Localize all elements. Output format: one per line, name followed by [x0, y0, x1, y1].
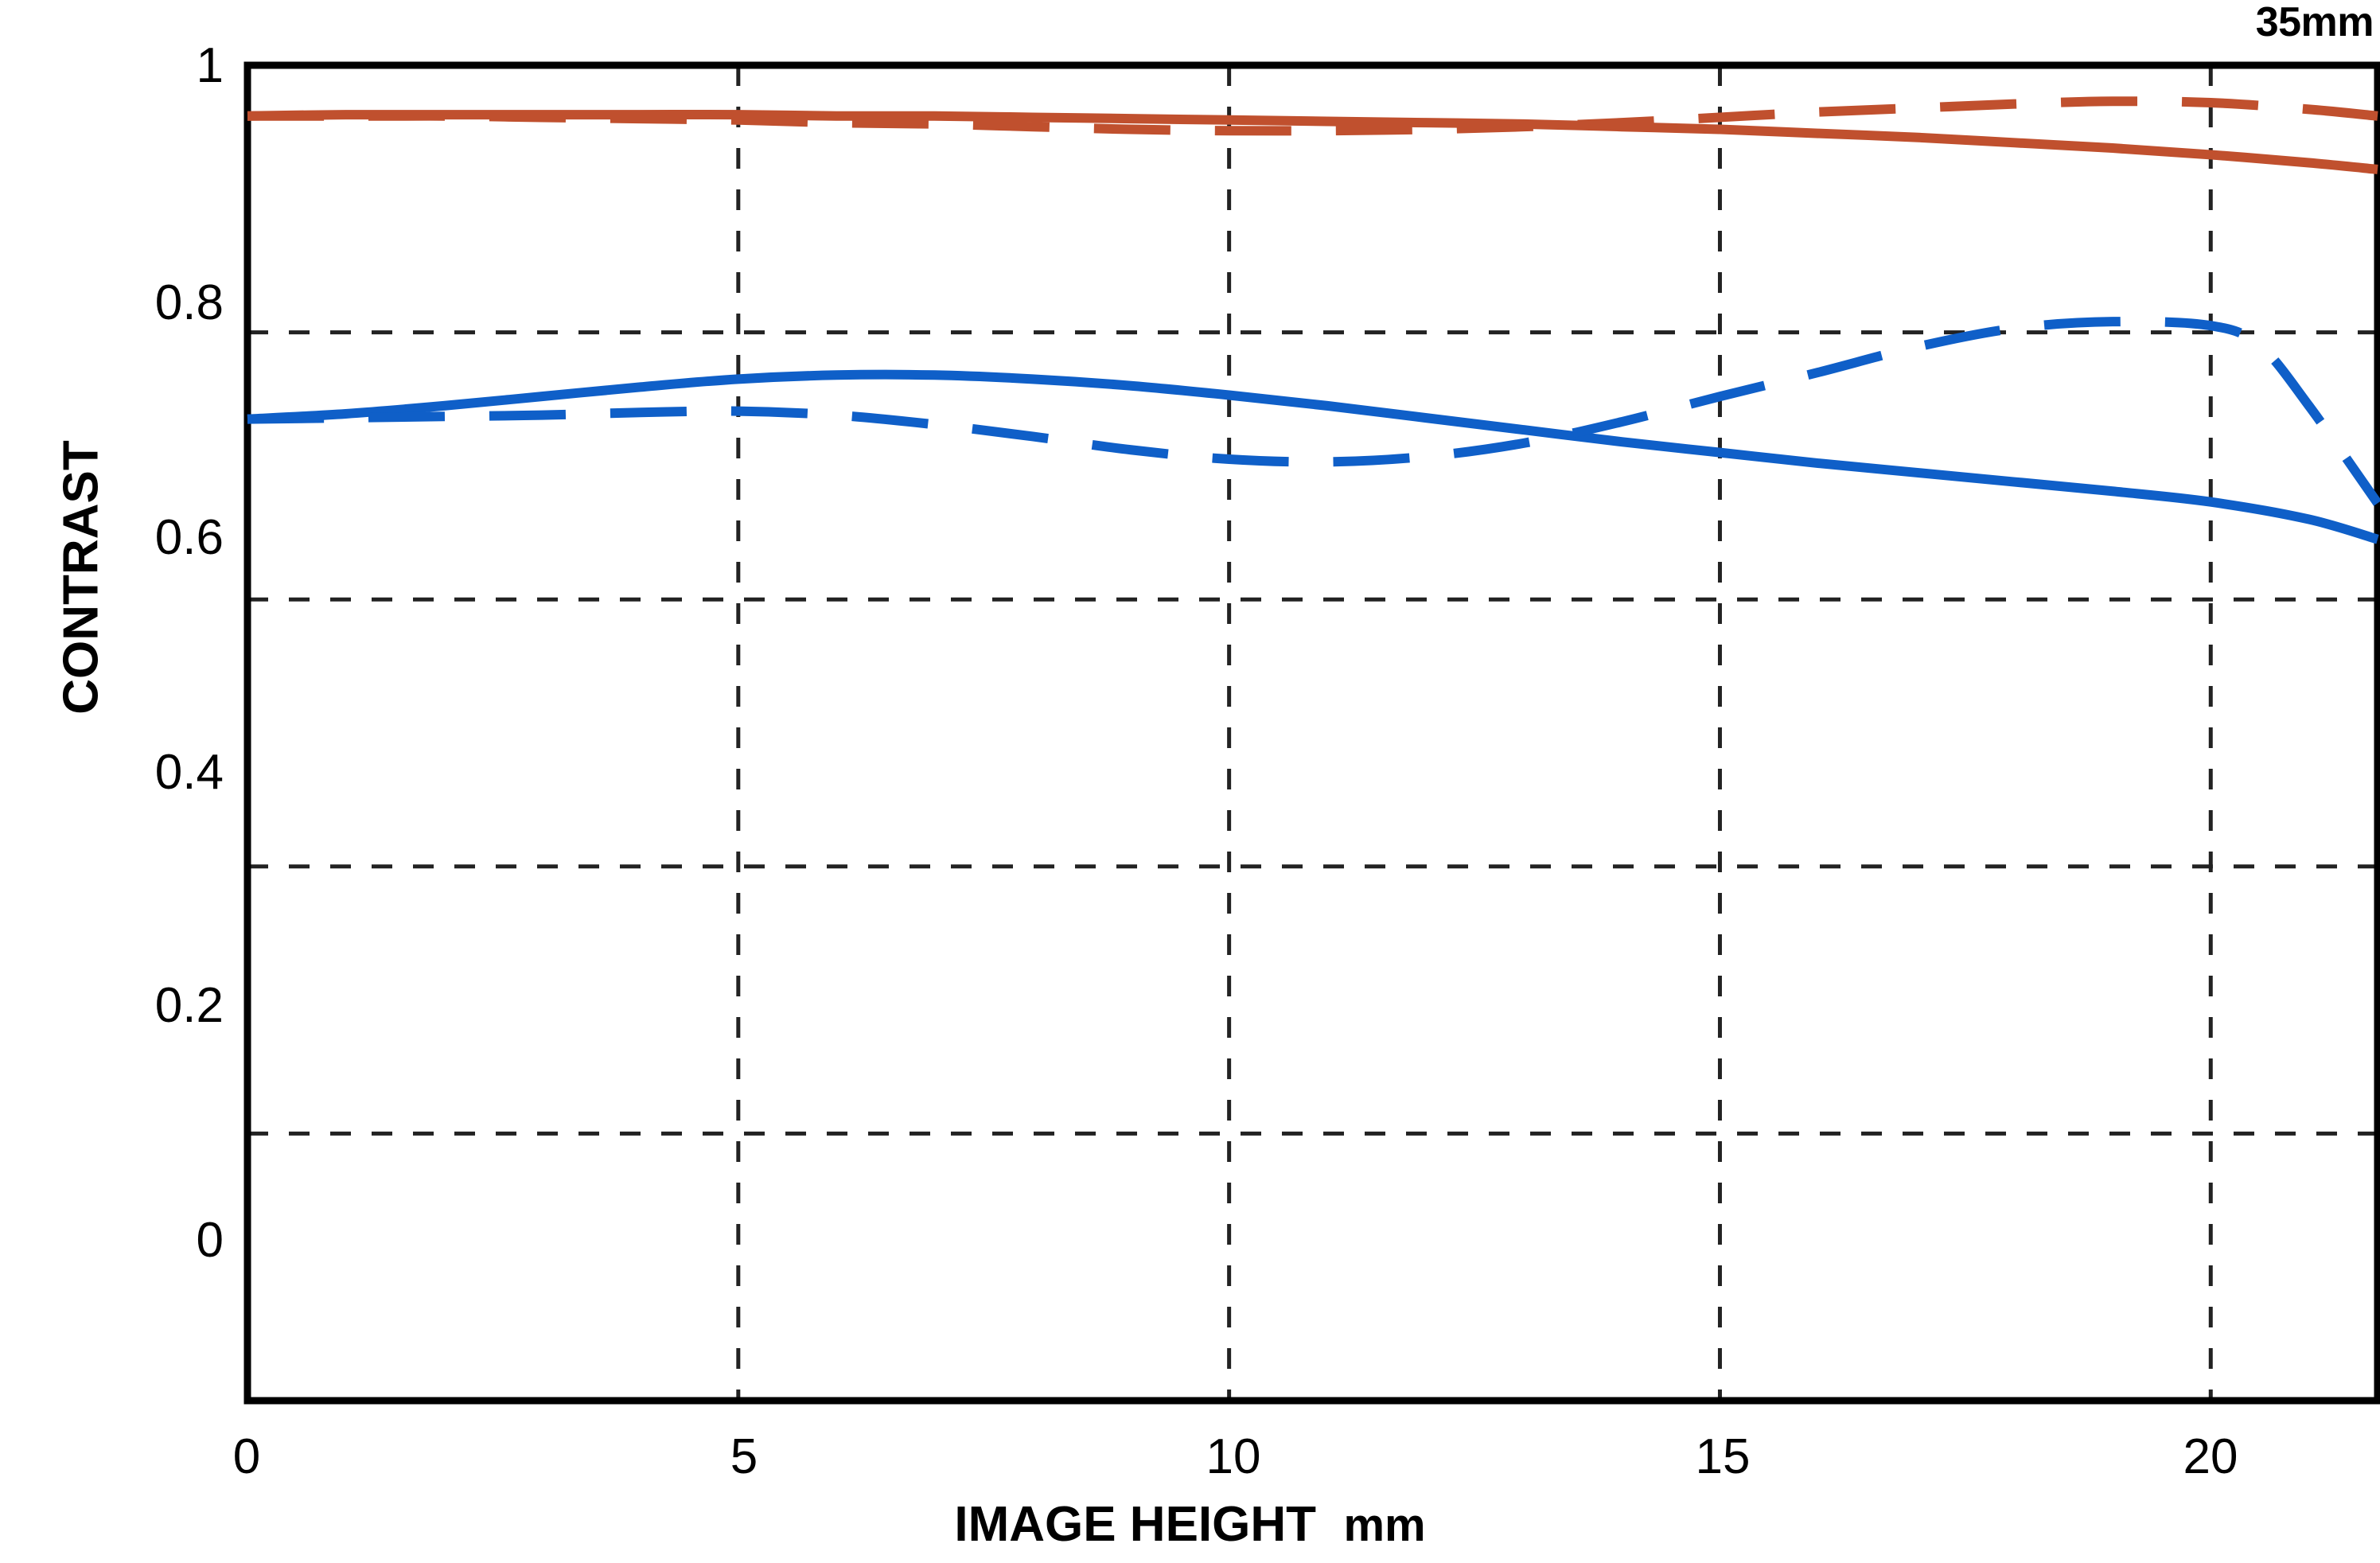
- y-tick-label-0.2: 0.2: [154, 978, 224, 1033]
- gridlines: [247, 65, 2378, 1401]
- x-axis-title: IMAGE HEIGHT mm: [0, 1496, 2380, 1553]
- y-tick-label-0.8: 0.8: [154, 275, 224, 330]
- y-tick-label-0.6: 0.6: [154, 510, 224, 565]
- series-line-0: [247, 109, 2378, 174]
- y-tick-label-1: 1: [196, 38, 224, 93]
- series-line-3: [247, 317, 2380, 506]
- x-tick-label-15: 15: [1695, 1429, 1751, 1484]
- x-tick-label-20: 20: [2183, 1429, 2238, 1484]
- series-line-2: [247, 369, 2379, 544]
- x-tick-label-0: 0: [232, 1429, 261, 1484]
- y-tick-label-0.4: 0.4: [154, 745, 224, 800]
- series-layer: [247, 96, 2380, 544]
- plot-frame: [243, 61, 2380, 1405]
- y-tick-label-0: 0: [196, 1213, 224, 1268]
- chart-title: 35mm: [2255, 0, 2374, 45]
- x-tick-label-5: 5: [730, 1429, 758, 1484]
- x-tick-label-10: 10: [1206, 1429, 1261, 1484]
- x-axis-units: mm: [1343, 1499, 1426, 1551]
- x-axis-title-text: IMAGE HEIGHT: [954, 1497, 1317, 1552]
